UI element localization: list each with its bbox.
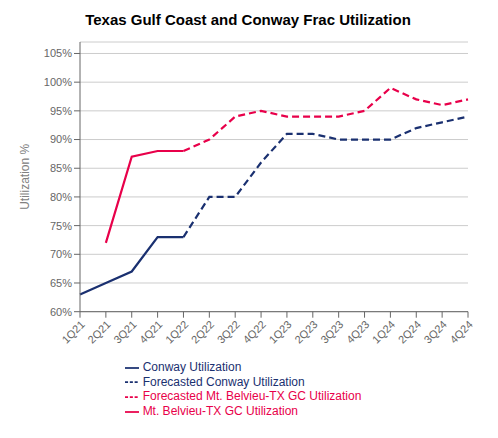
svg-text:2Q21: 2Q21 (85, 318, 113, 346)
svg-text:90%: 90% (50, 133, 72, 145)
svg-text:4Q21: 4Q21 (137, 318, 165, 346)
html-text:Forecasted Mt. Belvieu-TX GC U: Forecasted Mt. Belvieu-TX GC Utilization (142, 389, 362, 404)
svg-text:70%: 70% (50, 248, 72, 260)
svg-text:2Q24: 2Q24 (396, 318, 424, 346)
svg-text:Utilization %: Utilization % (18, 144, 32, 210)
svg-text:1Q22: 1Q22 (163, 318, 191, 346)
svg-text:2Q22: 2Q22 (189, 318, 217, 346)
html-text:Texas Gulf Coast and Conway Fr: Texas Gulf Coast and Conway Frac Utiliza… (85, 11, 411, 28)
svg-text:3Q22: 3Q22 (215, 318, 243, 346)
svg-text:4Q24: 4Q24 (447, 318, 475, 346)
svg-text:1Q23: 1Q23 (266, 318, 294, 346)
svg-text:4Q22: 4Q22 (240, 318, 268, 346)
svg-text:4Q23: 4Q23 (344, 318, 372, 346)
svg-text:80%: 80% (50, 191, 72, 203)
svg-text:100%: 100% (44, 76, 72, 88)
html-text:Forecasted Conway Utilization: Forecasted Conway Utilization (142, 374, 305, 389)
svg-text:95%: 95% (50, 105, 72, 117)
html-text:Mt. Belvieu-TX GC Utilization: Mt. Belvieu-TX GC Utilization (142, 404, 298, 419)
svg-text:2Q23: 2Q23 (292, 318, 320, 346)
svg-text:3Q24: 3Q24 (422, 318, 450, 346)
svg-text:60%: 60% (50, 306, 72, 318)
svg-text:105%: 105% (44, 47, 72, 59)
html-text:Conway Utilization: Conway Utilization (142, 359, 242, 374)
svg-text:1Q21: 1Q21 (59, 318, 87, 346)
svg-text:75%: 75% (50, 220, 72, 232)
svg-text:3Q21: 3Q21 (111, 318, 139, 346)
svg-text:3Q23: 3Q23 (318, 318, 346, 346)
svg-text:85%: 85% (50, 162, 72, 174)
svg-text:1Q24: 1Q24 (370, 318, 398, 346)
svg-text:65%: 65% (50, 277, 72, 289)
